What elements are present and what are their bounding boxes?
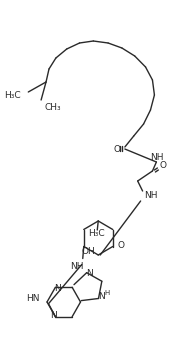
Text: N: N xyxy=(86,269,93,278)
Text: O: O xyxy=(159,162,166,170)
Text: N: N xyxy=(98,292,105,301)
Text: HN: HN xyxy=(26,294,40,303)
Text: H: H xyxy=(105,290,110,296)
Text: OH: OH xyxy=(82,247,95,257)
Text: N: N xyxy=(54,284,61,293)
Text: H₃C: H₃C xyxy=(88,230,105,239)
Text: O: O xyxy=(113,145,120,153)
Text: CH₃: CH₃ xyxy=(44,103,61,113)
Text: N: N xyxy=(50,311,57,320)
Text: NH: NH xyxy=(150,152,164,162)
Text: NH: NH xyxy=(145,192,158,200)
Text: NH: NH xyxy=(70,262,84,271)
Text: O: O xyxy=(118,241,125,250)
Text: H₃C: H₃C xyxy=(4,91,20,99)
